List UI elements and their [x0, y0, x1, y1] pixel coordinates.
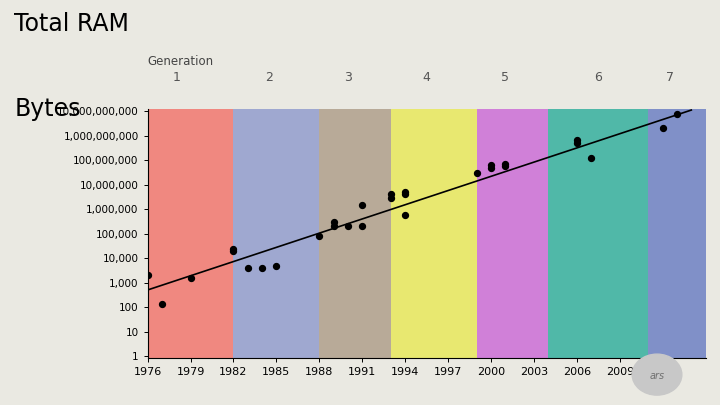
Point [385, 191, 397, 198]
Text: 2: 2 [265, 71, 273, 84]
Point [500, 161, 511, 167]
Bar [148, 109, 233, 358]
Text: 4: 4 [423, 71, 431, 84]
Bar [548, 109, 649, 358]
Point [485, 162, 497, 168]
Point [271, 262, 282, 269]
Point [385, 194, 397, 201]
Point [328, 219, 339, 225]
Point [585, 155, 597, 162]
Text: Total RAM: Total RAM [14, 12, 130, 36]
Point [571, 140, 582, 146]
Point [156, 301, 168, 308]
Point [356, 202, 368, 208]
Text: 5: 5 [501, 71, 509, 84]
Point [485, 164, 497, 171]
Text: Generation: Generation [148, 55, 214, 68]
Point [228, 247, 239, 254]
Point [185, 275, 197, 281]
Point [256, 264, 268, 271]
Bar [319, 109, 391, 358]
Point [142, 272, 153, 279]
Bar [391, 109, 477, 358]
Point [328, 223, 339, 230]
Bar [477, 109, 548, 358]
Point [471, 170, 482, 176]
Text: 1: 1 [172, 71, 180, 84]
Point [571, 136, 582, 143]
Text: 3: 3 [344, 71, 352, 84]
Circle shape [632, 354, 682, 395]
Text: 7: 7 [666, 71, 674, 84]
Point [313, 233, 325, 239]
Bar [649, 109, 706, 358]
Point [242, 264, 253, 271]
Text: 6: 6 [594, 71, 602, 84]
Point [400, 189, 411, 195]
Point [400, 211, 411, 218]
Point [228, 245, 239, 252]
Text: ars: ars [649, 371, 665, 381]
Point [657, 125, 668, 132]
Point [671, 111, 683, 117]
Point [500, 162, 511, 169]
Text: Bytes: Bytes [14, 97, 81, 121]
Point [342, 223, 354, 230]
Bar [233, 109, 319, 358]
Point [400, 191, 411, 198]
Point [356, 223, 368, 230]
